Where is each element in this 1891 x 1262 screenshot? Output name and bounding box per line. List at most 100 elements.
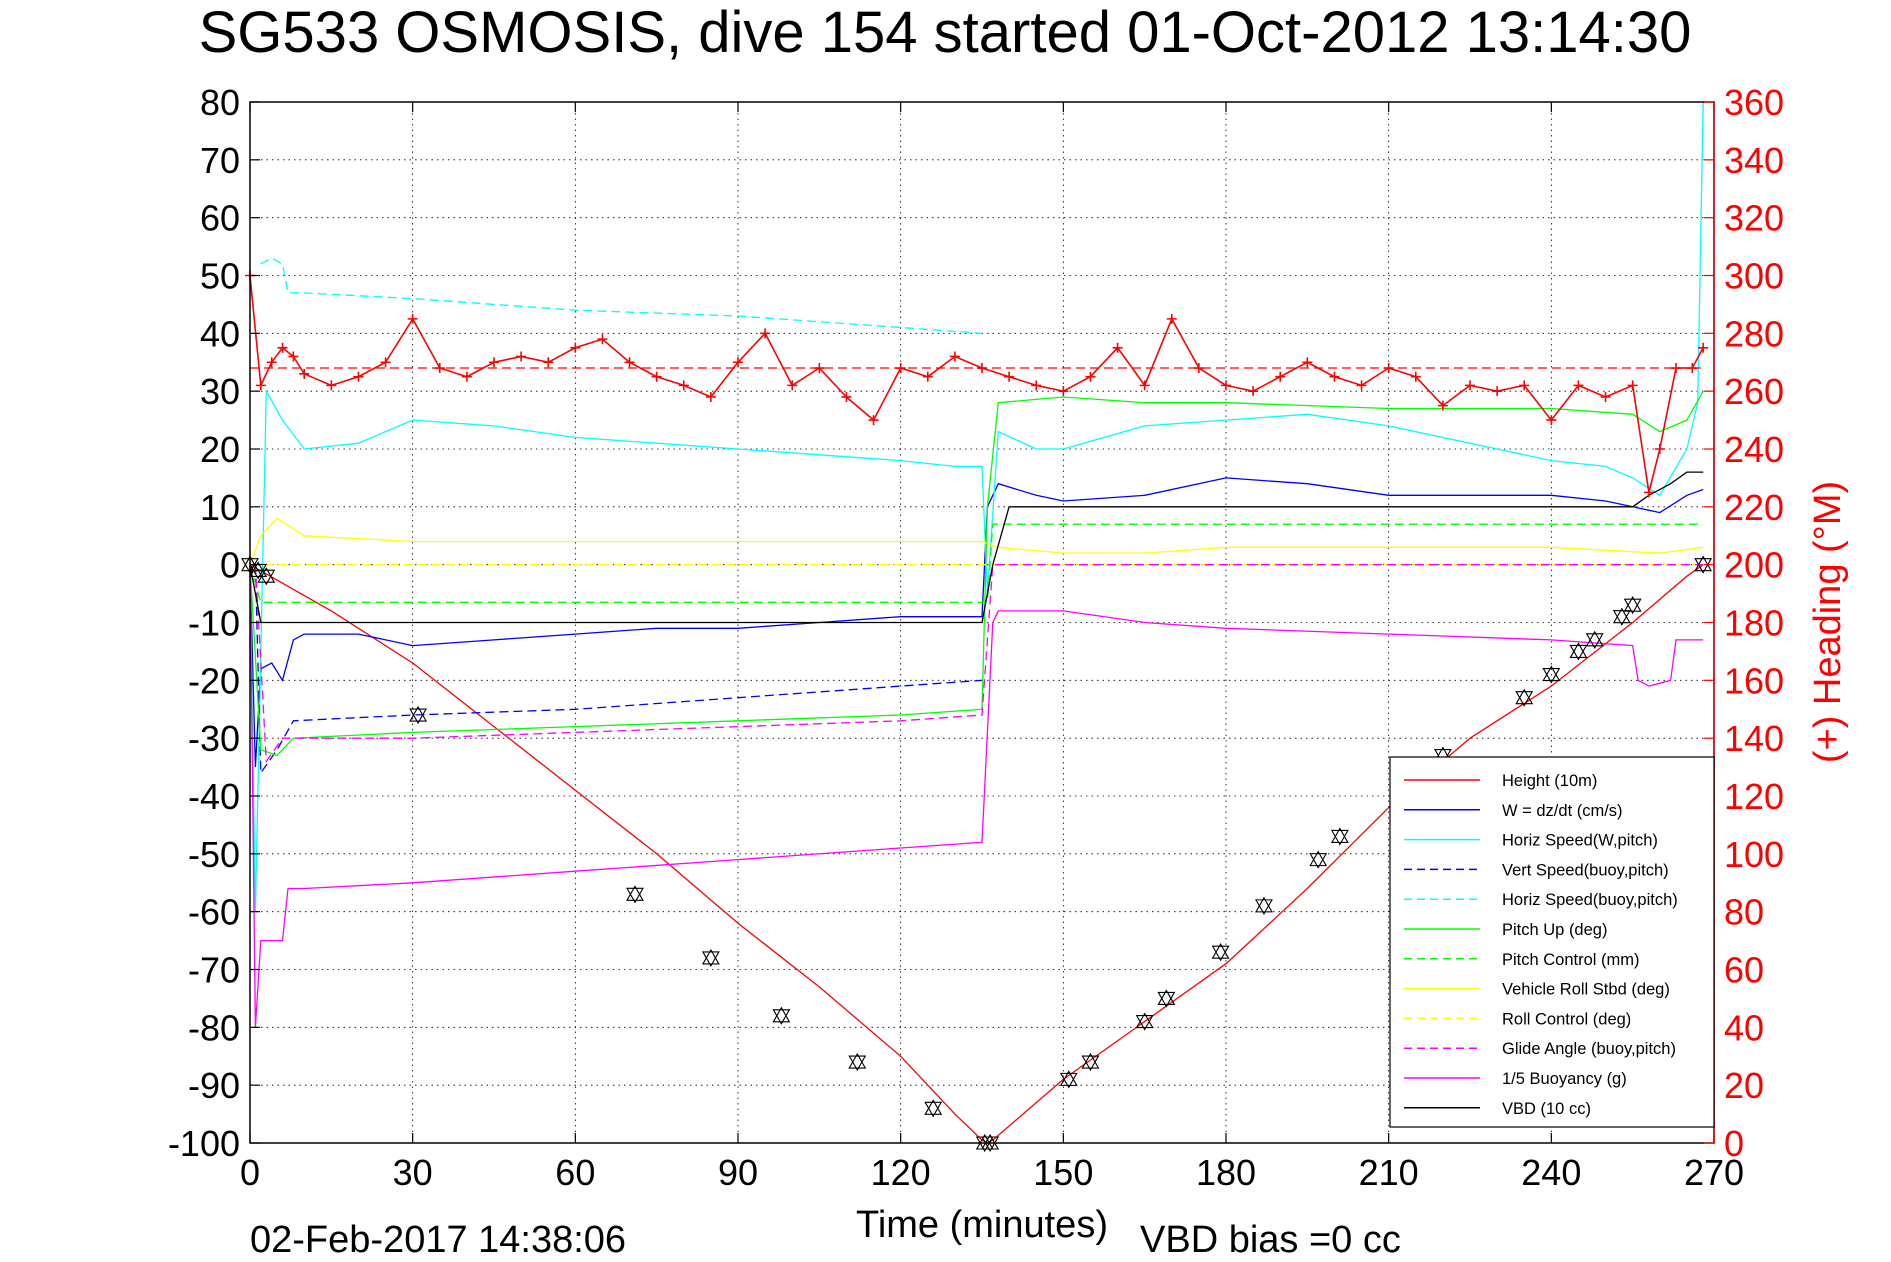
- vbd-marker-triangle-down: [626, 887, 644, 904]
- vbd-marker-triangle-down: [1585, 633, 1604, 649]
- vbd-marker: [772, 1006, 791, 1025]
- series-line-vehicle-roll-stbd-deg: [249, 517, 1704, 565]
- vbd-marker: [1569, 642, 1588, 661]
- y-tick-label: 70: [200, 140, 240, 181]
- vbd-marker: [1309, 850, 1328, 869]
- y-tick-label: -100: [168, 1123, 240, 1164]
- vbd-marker-triangle-down: [1569, 644, 1588, 661]
- vbd-marker-triangle-up: [1694, 555, 1713, 572]
- vbd-marker-triangle-down: [981, 1136, 1000, 1153]
- legend-label-horiz-speed-buoy-pitch: Horiz Speed(buoy,pitch): [1502, 891, 1678, 909]
- vbd-marker: [701, 948, 720, 968]
- vbd-marker: [626, 885, 644, 904]
- y-right-tick-label: 40: [1724, 1007, 1764, 1048]
- vbd-marker: [981, 1133, 1000, 1153]
- x-tick-label: 240: [1521, 1152, 1581, 1193]
- vbd-marker-triangle-down: [1542, 668, 1561, 684]
- x-axis-ticks: 0 30 60 90 120 150 180 210 240 270: [240, 102, 1744, 1193]
- x-tick-label: 120: [871, 1152, 931, 1193]
- legend-label-vbd-10-cc: VBD (10 cc): [1502, 1100, 1591, 1118]
- vbd-marker-triangle-down: [1330, 829, 1349, 846]
- vbd-marker-triangle-up: [1059, 1070, 1078, 1086]
- legend-label-pitch-up-deg: Pitch Up (deg): [1502, 921, 1607, 939]
- x-tick-label: 210: [1359, 1152, 1419, 1193]
- vbd-marker-triangle-up: [257, 567, 276, 583]
- y-right-tick-label: 240: [1724, 429, 1784, 470]
- y-right-tick-label: 220: [1724, 487, 1784, 528]
- series-line-1-5-buoyancy-g: [249, 564, 1704, 1028]
- vbd-marker-triangle-up: [701, 948, 720, 965]
- y-tick-label: 80: [200, 82, 240, 123]
- y-axis-right-label: (+) Heading (°M): [1807, 481, 1849, 763]
- x-tick-label: 180: [1196, 1152, 1256, 1193]
- y-tick-label: 60: [200, 198, 240, 239]
- y-axis-right-ticks: 3603403203002802602402202001801601401201…: [1704, 82, 1784, 1164]
- vbd-marker: [1157, 989, 1176, 1008]
- vbd-marker-triangle-up: [409, 705, 428, 722]
- vbd-marker-triangle-down: [848, 1055, 867, 1072]
- vbd-marker-triangle-up: [1309, 850, 1328, 867]
- legend-label-glide-angle-buoy-pitch: Glide Angle (buoy,pitch): [1502, 1040, 1676, 1058]
- y-tick-label: 10: [200, 487, 240, 528]
- vbd-marker-triangle-up: [1135, 1012, 1154, 1029]
- vbd-marker: [1330, 827, 1349, 846]
- legend: Height (10m) W = dz/dt (cm/s) Horiz Speed(…: [1389, 756, 1715, 1128]
- y-axis-left-ticks: 80 70 60 50 40 30 20 10 0 -10 -20 -30 -40 -50 -60 -70 -8…: [168, 82, 260, 1164]
- vbd-marker-triangle-up: [981, 1133, 1000, 1150]
- vbd-marker: [1515, 688, 1534, 707]
- vbd-marker: [1135, 1012, 1154, 1031]
- y-right-tick-label: 360: [1724, 82, 1784, 123]
- y-right-tick-label: 0: [1724, 1123, 1744, 1164]
- vbd-marker-triangle-down: [1081, 1055, 1100, 1072]
- vbd-marker-triangle-down: [701, 951, 720, 968]
- legend-label-1-5-buoyancy-g: 1/5 Buoyancy (g): [1502, 1070, 1627, 1088]
- series-line-horiz-speed-buoy-pitch: [260, 257, 983, 334]
- y-tick-label: 50: [200, 256, 240, 297]
- vbd-marker: [924, 1099, 943, 1118]
- x-tick-label: 60: [555, 1152, 595, 1193]
- y-right-tick-label: 260: [1724, 371, 1784, 412]
- vbd-marker: [257, 567, 276, 586]
- series-line-pitch-control-mm: [249, 523, 1704, 603]
- vbd-marker-triangle-up: [1623, 596, 1642, 612]
- y-right-tick-label: 100: [1724, 834, 1784, 875]
- y-right-tick-label: 320: [1724, 198, 1784, 239]
- vbd-marker-triangle-down: [1623, 598, 1642, 615]
- vbd-marker-triangle-down: [1135, 1015, 1154, 1031]
- vbd-marker: [1081, 1052, 1100, 1072]
- legend-label-vert-speed-buoy-pitch: Vert Speed(buoy,pitch): [1502, 861, 1669, 879]
- vbd-marker-triangle-down: [1515, 691, 1534, 707]
- vbd-marker-triangle-down: [1694, 558, 1713, 574]
- vbd-marker-triangle-up: [1569, 642, 1588, 658]
- vbd-marker-triangle-up: [1515, 688, 1534, 705]
- y-right-tick-label: 300: [1724, 256, 1784, 297]
- vbd-marker: [1694, 555, 1713, 574]
- vbd-marker-triangle-down: [772, 1009, 791, 1025]
- x-axis-label: Time (minutes): [856, 1204, 1108, 1246]
- series-layer: [245, 101, 1709, 1144]
- vbd-marker: [1623, 596, 1642, 615]
- y-tick-label: 0: [220, 545, 240, 586]
- x-tick-label: 90: [718, 1152, 758, 1193]
- vbd-marker: [1211, 943, 1230, 962]
- y-tick-label: 20: [200, 429, 240, 470]
- vbd-marker-triangle-down: [1612, 610, 1631, 626]
- y-tick-label: -90: [188, 1065, 240, 1106]
- vbd-marker-triangle-up: [1081, 1052, 1100, 1069]
- vbd-marker-triangle-up: [1330, 827, 1349, 844]
- x-tick-label: 150: [1033, 1152, 1093, 1193]
- vbd-marker-triangle-down: [1255, 899, 1273, 915]
- vbd-marker-triangle-up: [1211, 943, 1230, 959]
- y-tick-label: -60: [188, 892, 240, 933]
- vbd-marker-triangle-down: [1309, 853, 1328, 869]
- vbd-marker-triangle-down: [1157, 991, 1176, 1008]
- y-tick-label: 30: [200, 371, 240, 412]
- legend-label-w-dz-dt-cm-s: W = dz/dt (cm/s): [1502, 802, 1623, 820]
- y-right-tick-label: 120: [1724, 776, 1784, 817]
- vbd-marker: [409, 705, 428, 725]
- vbd-marker-triangle-up: [626, 885, 644, 901]
- heading-trace: [249, 275, 1704, 493]
- y-tick-label: 40: [200, 313, 240, 354]
- y-right-tick-label: 280: [1724, 313, 1784, 354]
- vbd-marker-triangle-down: [1059, 1072, 1078, 1089]
